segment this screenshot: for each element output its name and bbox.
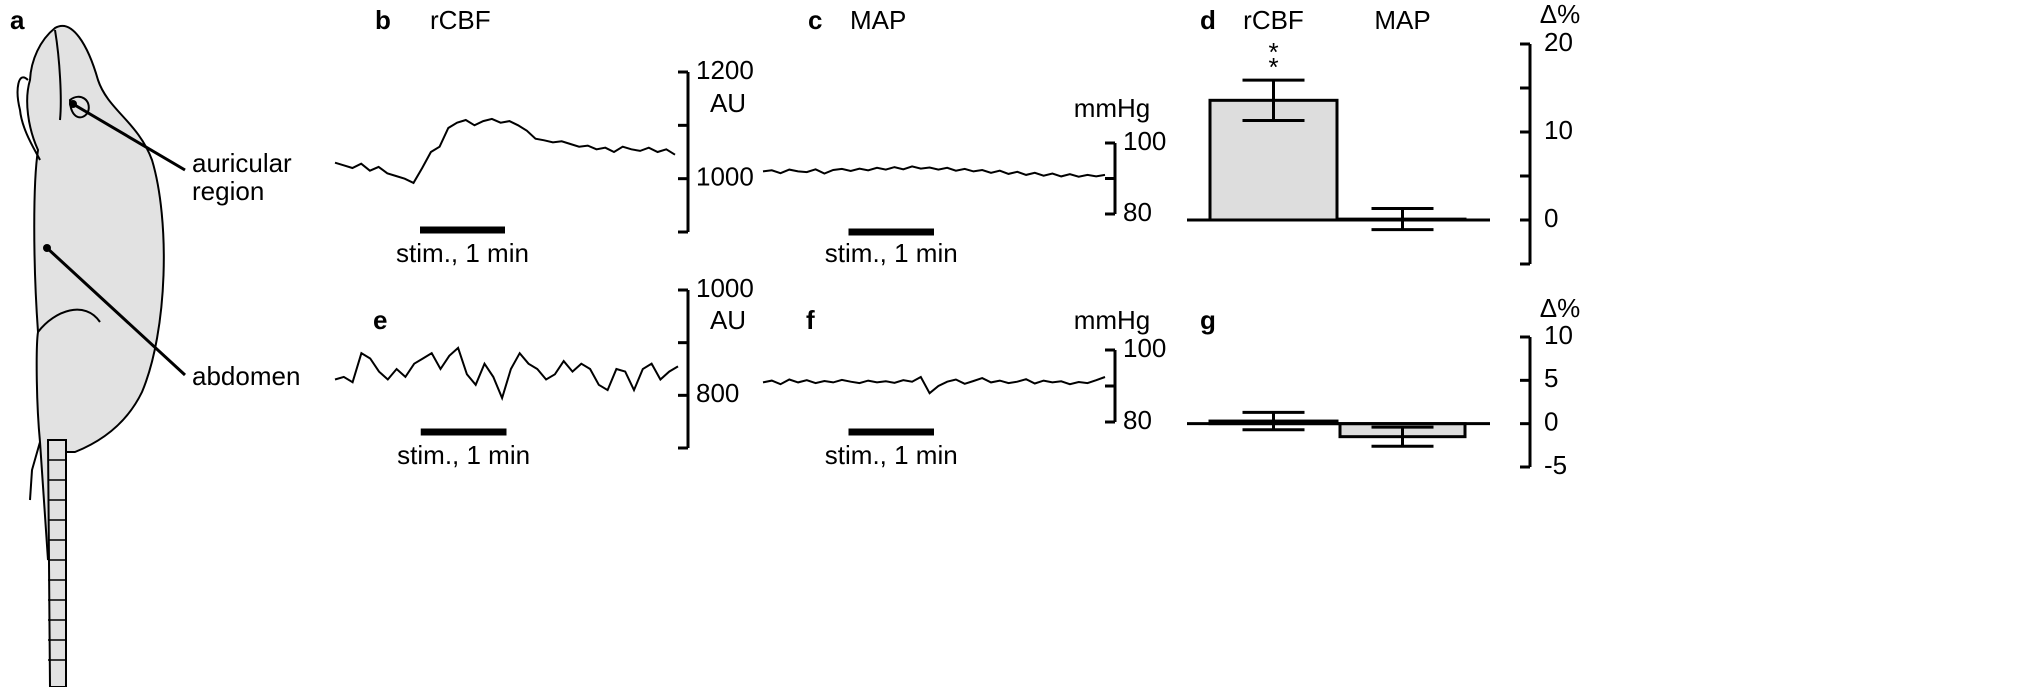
y-tick-label: 800 xyxy=(696,378,739,408)
trace xyxy=(334,346,679,401)
trace xyxy=(762,165,1106,178)
unit-label: Δ% xyxy=(1540,0,1581,29)
y-tick-label: 100 xyxy=(1123,126,1166,156)
site-label: region xyxy=(192,176,264,206)
significance-mark: * xyxy=(1268,37,1278,67)
stim-label: stim., 1 min xyxy=(825,440,958,470)
y-tick-label: 1000 xyxy=(696,273,754,303)
y-tick-label: 10 xyxy=(1544,320,1573,350)
panel-label: b xyxy=(375,5,391,35)
pointer-line xyxy=(45,246,187,377)
stim-bar xyxy=(420,226,505,234)
y-tick-label: 10 xyxy=(1544,115,1573,145)
unit-label: mmHg xyxy=(1074,305,1151,335)
category-label: rCBF xyxy=(1243,5,1304,35)
rat-tail xyxy=(46,439,67,687)
y-tick-label: 0 xyxy=(1544,203,1558,233)
trace xyxy=(334,117,676,185)
panel-label: c xyxy=(808,5,822,35)
stim-bar xyxy=(420,428,507,436)
y-tick-label: 5 xyxy=(1544,363,1558,393)
rat-drawing xyxy=(16,25,165,687)
pointer-line xyxy=(72,102,186,172)
category-label: MAP xyxy=(1374,5,1430,35)
stim-label: stim., 1 min xyxy=(396,238,529,268)
y-tick-label: 0 xyxy=(1544,407,1558,437)
panel-label: a xyxy=(10,5,25,35)
panel-title: rCBF xyxy=(430,5,491,35)
stim-bar xyxy=(848,428,934,436)
panel-label: e xyxy=(373,305,387,335)
y-tick-label: -5 xyxy=(1544,450,1567,480)
unit-label: AU xyxy=(710,88,746,118)
stim-label: stim., 1 min xyxy=(397,440,530,470)
panel-label: d xyxy=(1200,5,1216,35)
panel-title: MAP xyxy=(850,5,906,35)
y-tick-label: 1000 xyxy=(696,162,754,192)
site-label: abdomen xyxy=(192,361,300,391)
stim-bar xyxy=(848,228,934,236)
trace xyxy=(762,375,1106,395)
unit-label: AU xyxy=(710,305,746,335)
rat-paw xyxy=(16,29,101,501)
y-tick-label: 1200 xyxy=(696,55,754,85)
y-tick-label: 80 xyxy=(1123,197,1152,227)
panel-label: g xyxy=(1200,305,1216,335)
y-tick-label: 20 xyxy=(1544,27,1573,57)
y-tick-label: 100 xyxy=(1123,333,1166,363)
unit-label: mmHg xyxy=(1074,93,1151,123)
tail-stripes xyxy=(48,459,66,661)
panel-label: f xyxy=(806,305,815,335)
significance-mark: * xyxy=(1268,52,1278,82)
y-tick-label: 80 xyxy=(1123,405,1152,435)
unit-label: Δ% xyxy=(1540,293,1581,323)
site-label: auricular xyxy=(192,148,292,178)
stim-label: stim., 1 min xyxy=(825,238,958,268)
